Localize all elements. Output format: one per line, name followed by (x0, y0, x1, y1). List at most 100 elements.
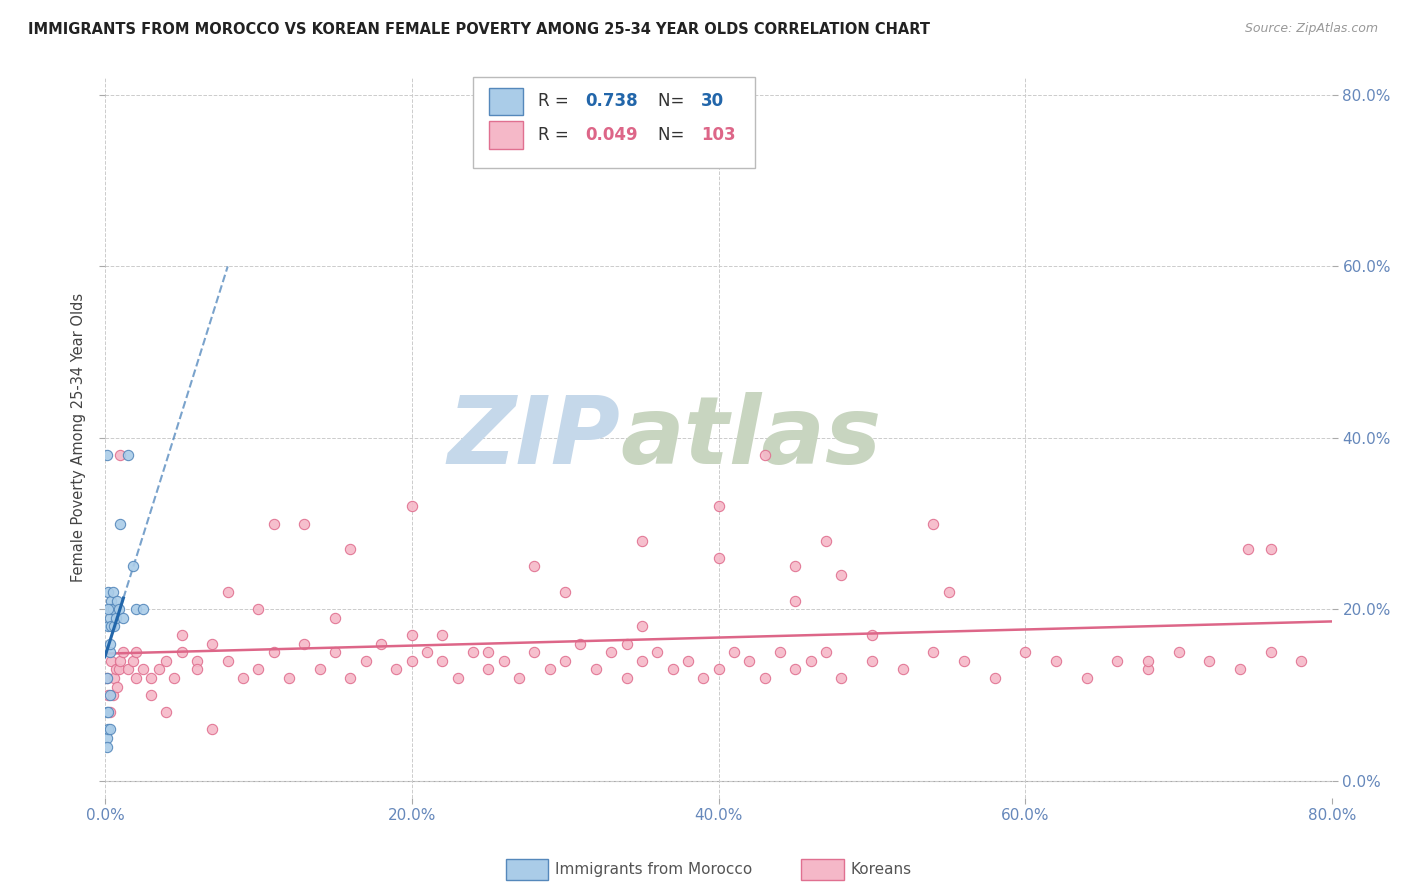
Point (263, 516, 285, 531)
Point (922, 645, 945, 659)
FancyBboxPatch shape (489, 121, 523, 149)
Point (600, 645, 623, 659)
Point (107, 662, 129, 676)
Text: 30: 30 (702, 92, 724, 111)
FancyBboxPatch shape (472, 78, 755, 168)
Point (953, 654, 976, 668)
Point (98, 637, 121, 651)
Point (110, 448, 132, 462)
Point (631, 654, 654, 668)
Point (983, 671, 1005, 685)
Point (538, 662, 561, 676)
Point (1236, 542, 1258, 557)
Point (124, 645, 146, 659)
Text: Koreans: Koreans (851, 863, 911, 877)
Point (110, 654, 132, 668)
Point (103, 619, 125, 633)
Point (117, 448, 139, 462)
Point (96, 739, 118, 754)
Point (278, 671, 301, 685)
Point (370, 637, 392, 651)
Point (938, 585, 960, 599)
Point (707, 550, 730, 565)
Point (554, 654, 576, 668)
Point (117, 662, 139, 676)
Point (860, 654, 883, 668)
Point (323, 645, 346, 659)
Point (308, 662, 330, 676)
Text: R =: R = (538, 126, 574, 145)
Point (492, 654, 515, 668)
Point (1137, 654, 1160, 668)
Point (523, 559, 546, 574)
Point (105, 593, 128, 607)
Point (139, 671, 162, 685)
Point (554, 585, 576, 599)
Point (385, 662, 408, 676)
Point (432, 654, 454, 668)
Point (97, 706, 120, 720)
Point (201, 723, 224, 737)
Point (1229, 662, 1251, 676)
Text: ZIP: ZIP (447, 392, 620, 483)
Point (98, 688, 121, 702)
Point (891, 662, 914, 676)
Point (107, 602, 129, 616)
Text: 0.738: 0.738 (585, 92, 637, 111)
Text: Source: ZipAtlas.com: Source: ZipAtlas.com (1244, 22, 1378, 36)
Point (830, 568, 852, 582)
Point (110, 516, 132, 531)
Point (155, 706, 177, 720)
Text: R =: R = (538, 92, 574, 111)
Point (217, 654, 239, 668)
Point (676, 654, 699, 668)
Point (96, 731, 118, 745)
Point (112, 645, 135, 659)
Point (707, 500, 730, 514)
Point (401, 654, 423, 668)
Point (585, 662, 607, 676)
Point (738, 654, 761, 668)
Point (247, 662, 270, 676)
Point (101, 602, 124, 616)
Point (97, 688, 120, 702)
Point (112, 611, 135, 625)
Point (96, 706, 118, 720)
Point (432, 628, 454, 642)
Point (121, 654, 143, 668)
Point (124, 671, 146, 685)
Point (477, 645, 499, 659)
Point (170, 645, 193, 659)
Point (232, 671, 254, 685)
Point (616, 671, 638, 685)
Point (148, 662, 170, 676)
Point (98, 723, 121, 737)
Point (631, 619, 654, 633)
Point (723, 645, 745, 659)
Point (100, 602, 122, 616)
Point (186, 662, 208, 676)
Point (477, 662, 499, 676)
Point (105, 680, 128, 694)
Point (1076, 671, 1098, 685)
Point (98, 706, 121, 720)
Point (1198, 654, 1220, 668)
Point (1260, 542, 1282, 557)
Point (101, 688, 124, 702)
Text: 0.049: 0.049 (585, 126, 637, 145)
Point (96, 671, 118, 685)
Point (922, 516, 945, 531)
Point (830, 671, 852, 685)
Point (785, 559, 807, 574)
Point (814, 533, 837, 548)
Text: atlas: atlas (620, 392, 882, 483)
Point (96, 671, 118, 685)
Point (97, 585, 120, 599)
Point (292, 637, 315, 651)
Point (616, 637, 638, 651)
Point (707, 662, 730, 676)
Point (1167, 645, 1189, 659)
Point (104, 662, 127, 676)
Y-axis label: Female Poverty Among 25-34 Year Olds: Female Poverty Among 25-34 Year Olds (72, 293, 86, 582)
Point (98, 645, 121, 659)
